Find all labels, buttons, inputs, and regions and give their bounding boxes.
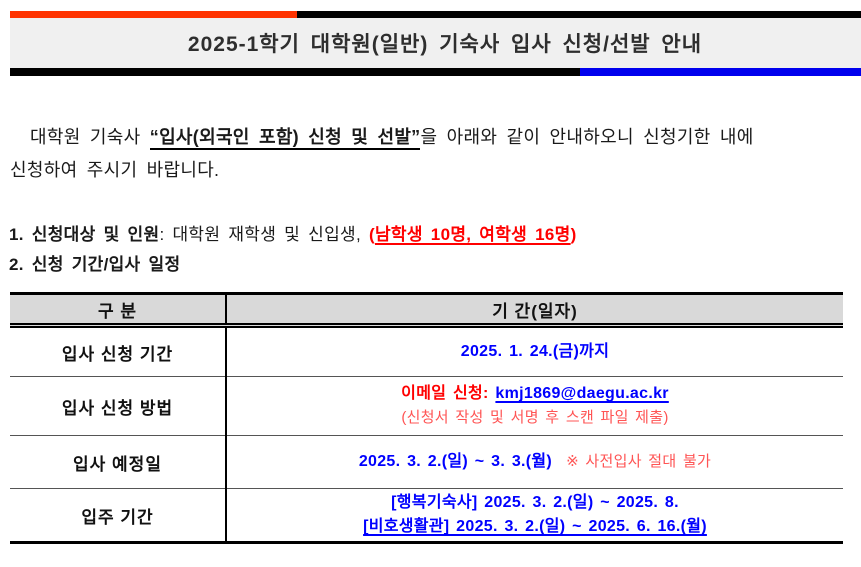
section-1-heading: 1. 신청대상 및 인원 <box>9 225 160 244</box>
title-banner: 2025-1학기 대학원(일반) 기숙사 입사 신청/선발 안내 <box>10 18 861 68</box>
intro-line-1: 대학원 기숙사 “입사(외국인 포함) 신청 및 선발”을 아래와 같이 안내하… <box>10 121 861 154</box>
email-link[interactable]: kmj1869@daegu.ac.kr <box>495 385 669 402</box>
bottom-bar-black-segment <box>10 68 580 76</box>
bottom-bar-blue-segment <box>580 68 861 76</box>
title-underline-bar <box>10 68 861 76</box>
movein-date-label: 입사 예정일 <box>10 435 227 489</box>
happy-dorm-period: [행복기숙사] 2025. 3. 2.(일) ~ 2025. 8. <box>391 494 679 511</box>
document-page: 2025-1학기 대학원(일반) 기숙사 입사 신청/선발 안내 대학원 기숙사… <box>0 11 861 544</box>
apply-method-line-1: 이메일 신청: kmj1869@daegu.ac.kr <box>227 382 843 406</box>
table-header-row: 구 분 기 간(일자) <box>10 293 843 328</box>
movein-date-cell: 2025. 3. 2.(일) ~ 3. 3.(월) ※ 사전입사 절대 불가 <box>226 435 843 489</box>
residence-period-label: 입주 기간 <box>10 488 227 543</box>
residence-period-cell: [행복기숙사] 2025. 3. 2.(일) ~ 2025. 8. [비호생활관… <box>226 489 843 543</box>
column-header-category: 구 분 <box>10 293 227 328</box>
apply-period-cell: 2025. 1. 24.(금)까지 <box>226 325 843 377</box>
column-header-period: 기 간(일자) <box>226 293 843 328</box>
apply-method-label: 입사 신청 방법 <box>10 376 227 436</box>
intro-suffix: 을 아래와 같이 안내하오니 신청기한 내에 <box>420 127 754 147</box>
capacity-note-paren-close: ) <box>570 225 577 244</box>
intro-prefix: 대학원 기숙사 <box>30 127 150 147</box>
schedule-table: 구 분 기 간(일자) 입사 신청 기간 2025. 1. 24.(금)까지 입… <box>10 292 843 544</box>
section-schedule: 2. 신청 기간/입사 일정 <box>9 250 861 280</box>
top-accent-bar <box>10 11 861 18</box>
apply-method-cell: 이메일 신청: kmj1869@daegu.ac.kr (신청서 작성 및 서명… <box>226 376 843 436</box>
intro-paragraph: 대학원 기숙사 “입사(외국인 포함) 신청 및 선발”을 아래와 같이 안내하… <box>10 121 861 187</box>
biho-dorm-period: [비호생활관] 2025. 3. 2.(일) ~ 2025. 6. 16.(월) <box>363 518 707 535</box>
row-residence-period: 입주 기간 [행복기숙사] 2025. 3. 2.(일) ~ 2025. 8. … <box>10 488 843 543</box>
email-apply-prefix: 이메일 신청: <box>401 385 496 402</box>
capacity-note: 남학생 10명, 여학생 16명 <box>374 225 571 244</box>
row-apply-period: 입사 신청 기간 2025. 1. 24.(금)까지 <box>10 325 843 377</box>
section-1-body: : 대학원 재학생 및 신입생, <box>159 225 369 244</box>
movein-date-value: 2025. 3. 2.(일) ~ 3. 3.(월) <box>358 453 553 470</box>
scan-submission-note: (신청서 작성 및 서명 후 스캔 파일 제출) <box>401 409 669 426</box>
row-apply-method: 입사 신청 방법 이메일 신청: kmj1869@daegu.ac.kr (신청… <box>10 376 843 436</box>
capacity-note-paren-open: ( <box>369 225 375 244</box>
top-bar-orange-segment <box>10 11 297 18</box>
page-title: 2025-1학기 대학원(일반) 기숙사 입사 신청/선발 안내 <box>187 33 703 56</box>
top-bar-black-segment <box>297 11 861 18</box>
no-early-movein-note: ※ 사전입사 절대 불가 <box>566 453 712 470</box>
intro-line-2: 신청하여 주시기 바랍니다. <box>10 160 220 180</box>
row-movein-date: 입사 예정일 2025. 3. 2.(일) ~ 3. 3.(월) ※ 사전입사 절… <box>10 435 843 489</box>
apply-period-label: 입사 신청 기간 <box>10 325 227 377</box>
section-2-heading: 2. 신청 기간/입사 일정 <box>9 255 181 274</box>
apply-period-value: 2025. 1. 24.(금)까지 <box>460 343 610 360</box>
intro-emphasis: “입사(외국인 포함) 신청 및 선발” <box>149 127 421 150</box>
section-applicants: 1. 신청대상 및 인원: 대학원 재학생 및 신입생, (남학생 10명, 여… <box>9 220 861 250</box>
